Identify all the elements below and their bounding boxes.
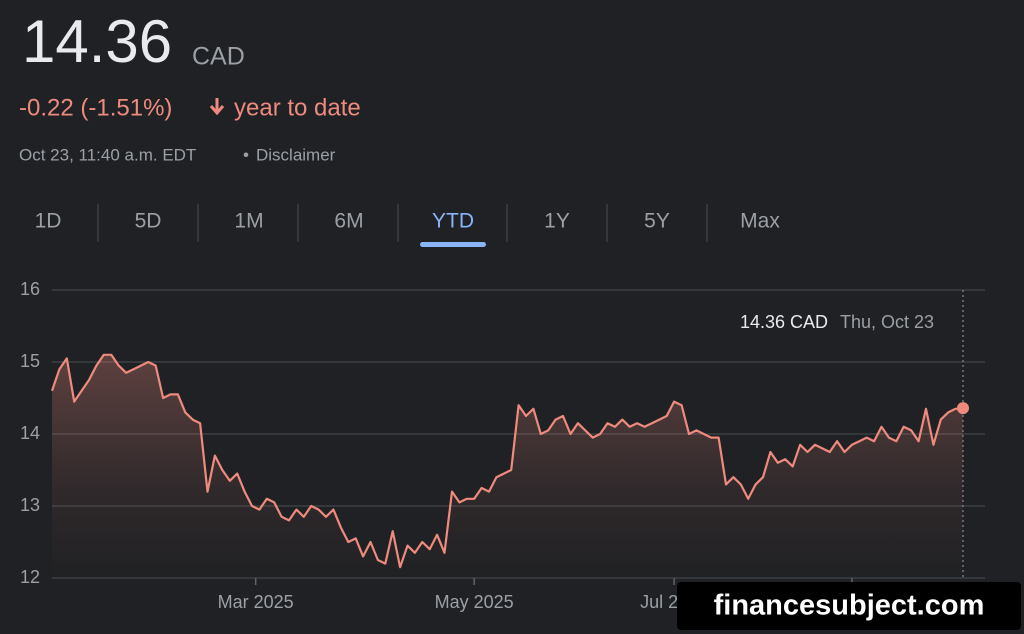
watermark-box: [677, 582, 1021, 630]
tooltip-date: Thu, Oct 23: [840, 312, 934, 332]
y-tick-label: 12: [20, 567, 40, 587]
price-line: [50, 353, 964, 569]
y-tick-label: 13: [20, 495, 40, 515]
x-tick-label: Mar 2025: [218, 592, 294, 612]
y-tick-label: 15: [20, 351, 40, 371]
timestamp: Oct 23, 11:40 a.m. EDT: [19, 145, 196, 164]
y-tick-label: 14: [20, 423, 40, 443]
separator: •: [243, 145, 249, 164]
range-tab[interactable]: 1D: [35, 210, 62, 233]
price: 14.36: [22, 8, 172, 75]
range-tab[interactable]: Max: [740, 210, 780, 233]
disclaimer-link[interactable]: Disclaimer: [256, 145, 336, 164]
period: year to date: [234, 94, 361, 121]
x-tick-label: May 2025: [435, 592, 514, 612]
range-tab[interactable]: 5Y: [644, 210, 670, 233]
currency: CAD: [192, 43, 245, 71]
range-tab[interactable]: 1Y: [544, 210, 570, 233]
range-tab[interactable]: 5D: [135, 210, 162, 233]
range-tab[interactable]: 6M: [334, 210, 363, 233]
watermark: financesubject.com: [714, 590, 985, 622]
tooltip-value: 14.36 CAD: [740, 312, 828, 332]
y-tick-label: 16: [20, 279, 40, 299]
area-fill: [52, 354, 963, 578]
selected-indicator: [420, 242, 486, 247]
hover-dot: [957, 402, 969, 415]
range-tab[interactable]: 1M: [234, 210, 263, 233]
range-tab[interactable]: YTD: [432, 210, 474, 233]
change: -0.22 (-1.51%): [19, 94, 172, 121]
down-arrow: [209, 98, 225, 116]
